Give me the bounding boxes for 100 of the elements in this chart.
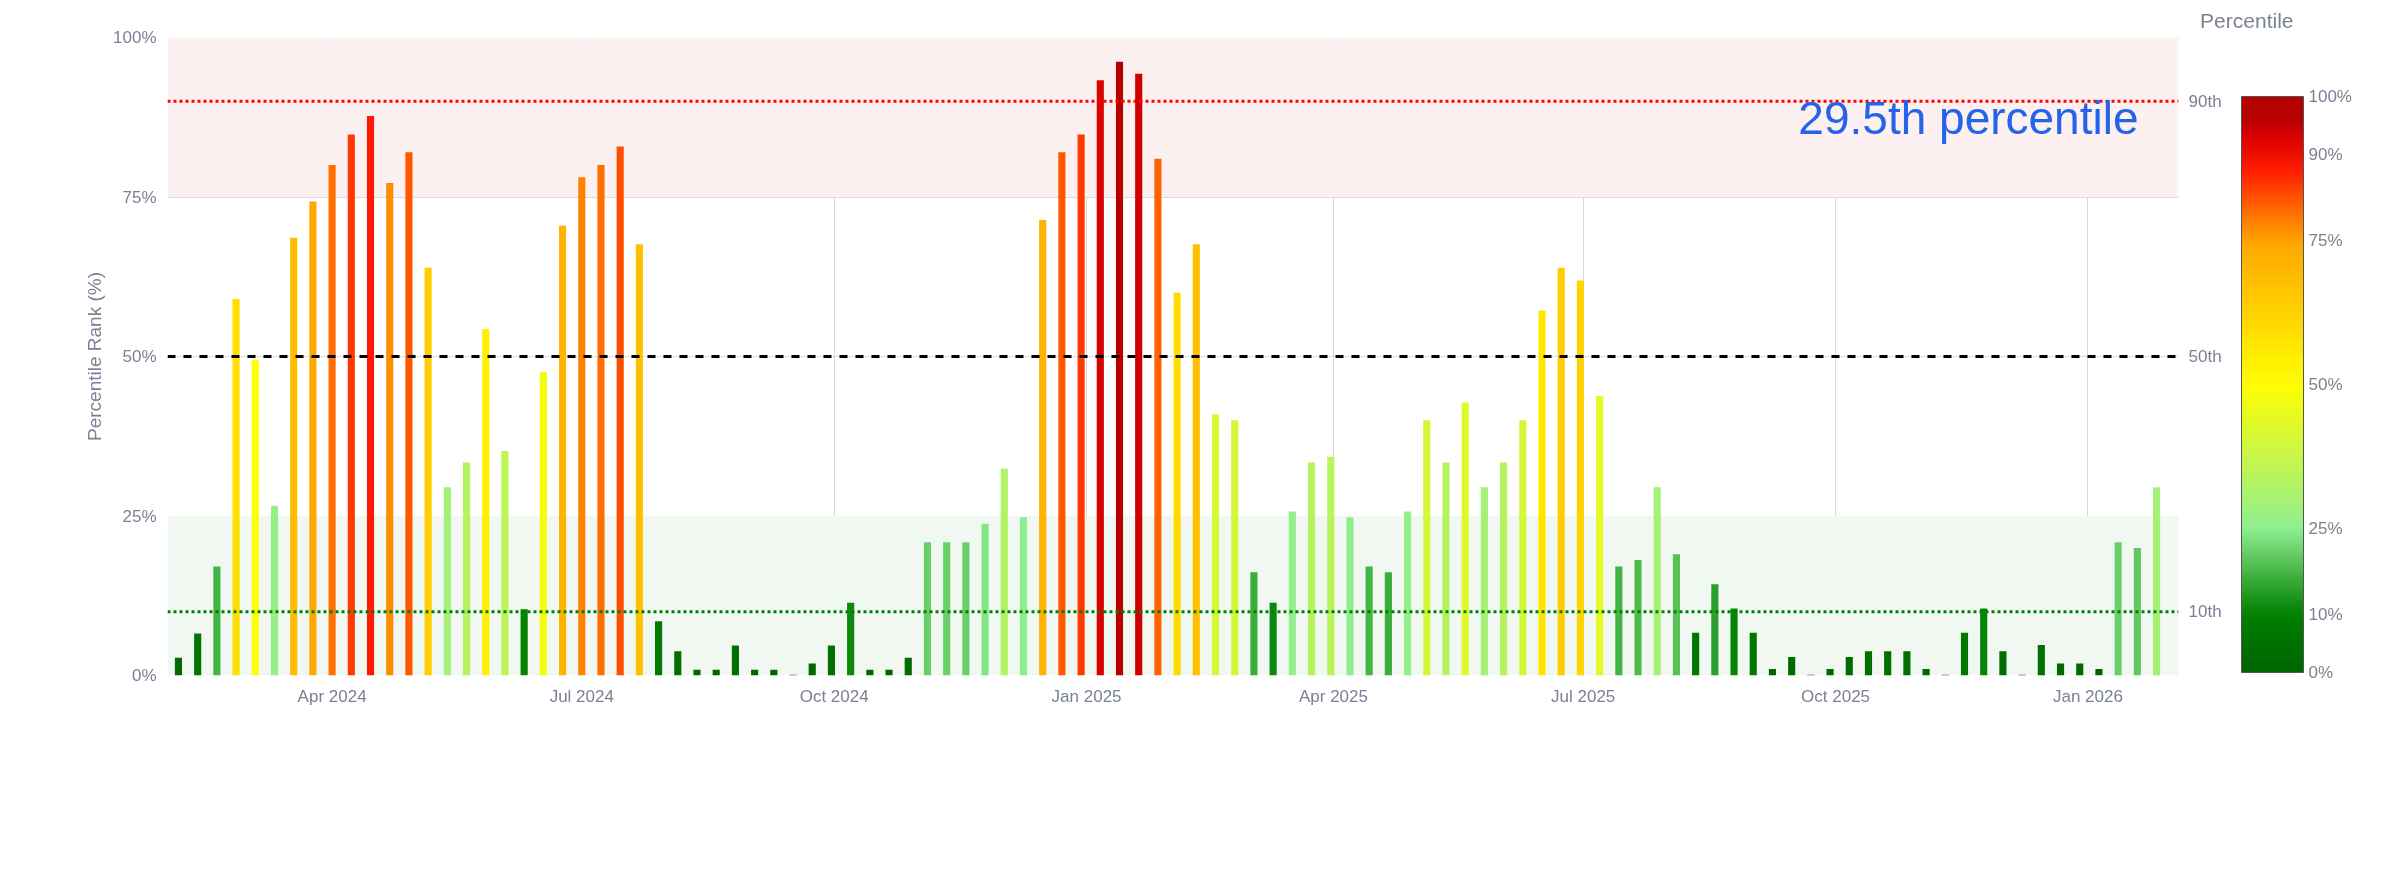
- bar: [1692, 632, 1700, 676]
- bar: [597, 165, 605, 676]
- bar: [655, 621, 663, 676]
- bar: [501, 450, 509, 676]
- bar: [1327, 456, 1335, 676]
- bar: [1077, 134, 1085, 676]
- bar: [578, 177, 586, 676]
- bar: [347, 134, 355, 676]
- bar: [1653, 487, 1661, 676]
- bar: [1461, 402, 1469, 676]
- y-tick-label: 75%: [122, 187, 157, 207]
- x-tick-label: Oct 2024: [799, 686, 869, 706]
- color-bar-label: 25%: [2308, 519, 2343, 538]
- bar: [309, 201, 317, 676]
- bar: [174, 657, 183, 676]
- bar: [1346, 517, 1354, 676]
- bar: [1058, 152, 1066, 676]
- bar: [1288, 511, 1296, 676]
- bar: [904, 657, 912, 676]
- bar: [2056, 663, 2065, 676]
- bar: [2114, 542, 2122, 676]
- bar: [808, 663, 816, 676]
- bar: [482, 329, 490, 676]
- bar: [386, 182, 394, 676]
- y-axis-title: Percentile Rank (%): [84, 272, 106, 441]
- x-tick-label: Apr 2025: [1299, 686, 1368, 706]
- bar: [1192, 244, 1200, 676]
- bar: [1768, 669, 1777, 676]
- y-tick-label: 0%: [131, 666, 157, 685]
- bar: [1096, 80, 1104, 676]
- bar: [981, 523, 989, 676]
- bar: [1365, 566, 1373, 676]
- color-bar-title: Percentile: [2200, 8, 2294, 32]
- bar: [1480, 487, 1488, 676]
- bar: [731, 645, 739, 676]
- bar: [1404, 511, 1412, 676]
- color-bar-label: 0%: [2308, 663, 2334, 682]
- ref-line-label: 90th: [2188, 91, 2222, 111]
- bar: [1634, 560, 1642, 676]
- color-bar-label: 75%: [2308, 231, 2343, 250]
- bar: [1999, 651, 2007, 676]
- bar: [1538, 310, 1546, 676]
- bar: [1826, 669, 1834, 676]
- bar: [1749, 632, 1757, 676]
- color-bar-label: 50%: [2308, 375, 2343, 394]
- x-tick-label: Jan 2025: [1051, 686, 1122, 706]
- color-bar-label: 90%: [2308, 144, 2343, 164]
- bar: [405, 152, 413, 676]
- x-tick-label: Jul 2025: [1551, 686, 1616, 706]
- bar: [1884, 651, 1892, 676]
- annotation: 29.5th percentile: [1798, 91, 2139, 144]
- bar: [1864, 651, 1873, 676]
- bar: [1615, 566, 1623, 676]
- bar: [1019, 517, 1028, 676]
- bar: [213, 566, 221, 676]
- bar: [290, 237, 298, 676]
- bar: [559, 225, 567, 676]
- bar: [462, 462, 471, 676]
- bar: [1231, 420, 1239, 676]
- bar: [1500, 462, 1508, 676]
- bar: [539, 371, 547, 676]
- color-bar-label: 100%: [2308, 87, 2352, 106]
- bar: [232, 299, 240, 676]
- bar: [194, 633, 202, 676]
- bar: [2037, 644, 2045, 676]
- bar: [1519, 420, 1527, 676]
- bar: [424, 267, 432, 676]
- x-tick-label: Jul 2024: [549, 686, 614, 706]
- bar: [1557, 267, 1565, 676]
- x-tick-label: Apr 2024: [297, 686, 367, 706]
- bar: [2133, 547, 2141, 676]
- bar: [923, 542, 932, 676]
- bar: [1000, 468, 1008, 676]
- bar: [2076, 663, 2084, 676]
- bar: [962, 542, 970, 676]
- bar: [1039, 219, 1047, 676]
- bar: [1845, 657, 1853, 676]
- bar: [251, 359, 259, 676]
- bar: [1423, 420, 1431, 676]
- bar: [1788, 657, 1796, 676]
- x-tick-label: Oct 2025: [1801, 686, 1871, 706]
- bar: [443, 487, 451, 676]
- ref-line-label: 10th: [2188, 602, 2222, 622]
- bar: [1711, 584, 1719, 676]
- bar: [2152, 487, 2161, 676]
- bar: [1173, 292, 1181, 676]
- bar: [1672, 554, 1680, 676]
- y-tick-label: 25%: [122, 506, 157, 526]
- bar: [943, 542, 951, 676]
- bar: [1115, 61, 1124, 676]
- bar: [1596, 396, 1604, 676]
- bar: [328, 165, 336, 676]
- y-tick-label: 50%: [122, 347, 157, 366]
- bar: [827, 645, 835, 676]
- bar: [1307, 462, 1316, 676]
- bar: [616, 146, 624, 676]
- bar: [1442, 462, 1450, 676]
- bar: [1211, 414, 1220, 676]
- bar: [1154, 158, 1162, 676]
- bar: [885, 669, 893, 676]
